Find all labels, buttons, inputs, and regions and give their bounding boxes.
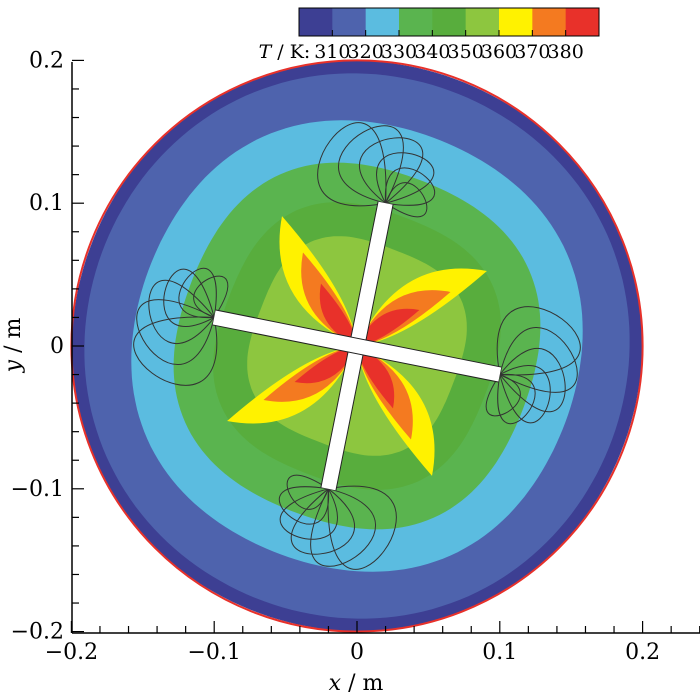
colorbar-tick-label: 330 [381,41,417,63]
y-axis-symbol: y [1,359,26,373]
streamline [327,485,397,570]
streamline [499,348,566,413]
streamline [148,279,215,344]
colorbar-tick-label: 370 [514,41,550,63]
streamline [163,268,215,327]
x-tick-label: 0 [350,640,364,665]
colorbar-swatch [332,8,367,36]
y-tick-label: 0.1 [29,191,64,216]
streamline [136,299,215,366]
streamline [496,306,581,376]
streamline [286,474,329,510]
colorbar-tick-label: 320 [348,41,384,63]
streamline [497,374,536,424]
hot-lobe-2-0 [357,308,420,346]
streamline [133,316,218,386]
colorbar-swatch [565,8,600,36]
y-tick-label: −0.1 [11,477,64,502]
colorbar-tick-label: 310 [314,41,350,63]
hot-lobe-2-2 [294,346,357,384]
colorbar-label-symbol: T [259,41,273,63]
streamline [317,122,387,207]
hot-lobe-2-1 [319,283,357,346]
streamline [279,486,329,525]
colorbar-frame [298,7,600,37]
y-tick-label: −0.2 [11,620,64,645]
x-tick-label: −0.2 [45,640,98,665]
x-axis-symbol: x [329,671,342,694]
axes: −0.2 −0.1 0 0.1 0.2 0.2 0.1 0 −0.1 −0.2 [11,48,700,665]
streamline [385,167,435,206]
heating-blades [212,201,502,491]
streamline [485,374,521,417]
y-axis-label: y / m [1,318,26,374]
colorbar-label: T / K: [259,41,311,63]
streamline [310,488,377,567]
x-tick-label: 0.1 [482,640,517,665]
streamline [193,275,229,318]
streamlines [133,122,581,570]
x-axis-unit: / m [341,671,383,694]
streamline [178,268,217,318]
hot-lobe-2-3 [357,346,395,409]
colorbar-tick-label: 350 [448,41,484,63]
colorbar-tick-label: 340 [414,41,450,63]
streamline [376,152,435,204]
colorbar-swatch [532,8,567,36]
colorbar-tick-label: 380 [548,41,584,63]
colorbar-swatch [399,8,433,36]
y-tick-label: 0.2 [29,48,64,73]
streamline [337,125,404,204]
streamline [499,326,578,393]
colorbar-tick-label: 360 [481,41,517,63]
colorbar-label-unit: / K: [271,41,310,63]
streamline [290,488,355,555]
colorbar-swatch [432,8,467,36]
y-axis-unit: / m [1,318,26,360]
x-tick-label: 0.2 [625,640,660,665]
colorbar-swatch [499,8,533,36]
blade-1 [212,310,502,382]
colorbar-swatch [365,8,400,36]
colorbar-swatch [465,8,500,36]
streamline [279,488,338,540]
x-tick-label: −0.1 [187,640,240,665]
x-axis-label: x / m [329,671,384,694]
streamline [499,365,551,424]
streamline [385,182,428,218]
y-tick-label: 0 [50,334,64,359]
colorbar-swatch [299,8,333,36]
streamline [359,137,424,204]
